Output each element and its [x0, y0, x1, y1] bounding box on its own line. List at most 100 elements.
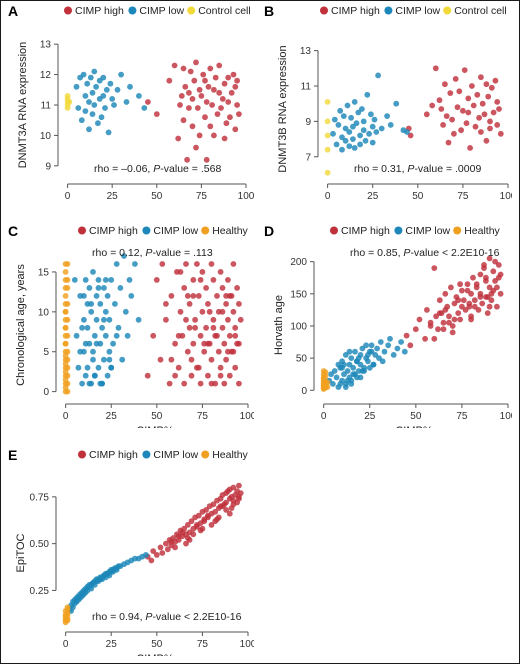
data-point [64, 261, 71, 267]
data-point [102, 105, 108, 111]
data-point [135, 316, 142, 323]
data-point [114, 86, 121, 93]
data-point [86, 380, 93, 387]
legend-swatch [394, 226, 403, 235]
data-point [494, 122, 501, 128]
data-point [186, 105, 192, 111]
data-point [115, 324, 122, 331]
y-tick-label: 100 [290, 321, 307, 332]
data-point [195, 293, 202, 299]
data-point [93, 83, 99, 90]
data-point [442, 81, 448, 88]
data-point [483, 274, 489, 281]
data-point [95, 120, 101, 127]
data-point [454, 104, 461, 111]
data-point [342, 137, 349, 144]
data-point [469, 83, 475, 89]
data-point [369, 139, 376, 146]
data-point [205, 340, 211, 347]
data-point [81, 293, 87, 299]
data-point [71, 600, 78, 607]
data-point [64, 301, 71, 307]
y-tick-label: 50 [296, 354, 308, 365]
data-point [205, 512, 211, 519]
data-point [232, 83, 239, 90]
y-tick-label: 7 [305, 152, 311, 163]
data-point [445, 139, 452, 146]
data-point [64, 380, 71, 387]
stats-annotation: rho = 0.12, P-value = .113 [92, 247, 213, 259]
data-point [451, 316, 458, 323]
data-point [214, 111, 221, 117]
x-tick-label: 100 [240, 639, 254, 650]
data-point [203, 285, 210, 291]
data-point [427, 323, 434, 329]
data-point [122, 308, 129, 315]
data-point [90, 348, 96, 355]
data-point [492, 77, 499, 84]
data-point [483, 137, 490, 144]
data-point [95, 364, 102, 371]
data-point [487, 125, 493, 132]
data-point [225, 348, 231, 355]
data-point [166, 380, 173, 387]
data-point [436, 97, 443, 104]
data-point [225, 316, 231, 323]
data-point [479, 100, 486, 107]
series-cimp-low [66, 552, 149, 614]
data-point [201, 348, 208, 355]
data-point [168, 356, 175, 363]
data-point [496, 106, 502, 112]
y-axis-title: Horvath age [273, 295, 285, 355]
data-point [189, 123, 196, 130]
data-point [223, 120, 230, 127]
data-point [189, 96, 196, 102]
data-point [346, 348, 353, 355]
data-point [476, 114, 482, 121]
data-point [494, 99, 501, 105]
data-point [488, 290, 495, 297]
data-point [102, 308, 109, 315]
data-point [429, 102, 436, 109]
data-point [186, 324, 193, 331]
data-point [203, 156, 210, 163]
y-tick-label: 10 [40, 131, 52, 142]
data-point [79, 324, 85, 331]
data-point [62, 293, 69, 299]
data-point [368, 342, 375, 349]
data-point [117, 285, 124, 291]
legend-label: CIMP low [139, 5, 184, 17]
data-point [188, 356, 195, 363]
y-tick-label: 0 [43, 387, 49, 398]
data-point [79, 593, 85, 599]
data-point [352, 348, 358, 355]
data-point [230, 71, 237, 78]
data-point [82, 93, 89, 99]
legend: CIMP high CIMP low Healthy [330, 225, 501, 237]
data-point [357, 141, 363, 148]
data-point [104, 372, 111, 379]
data-point [468, 316, 474, 323]
data-point [377, 339, 384, 345]
data-point [232, 364, 239, 371]
y-tick-label: 13 [40, 40, 52, 51]
data-point [82, 372, 89, 379]
legend-swatch [142, 450, 151, 459]
y-tick-label: 9 [45, 161, 51, 172]
data-point [236, 482, 242, 489]
data-point [344, 377, 351, 384]
data-point [232, 332, 239, 339]
data-point [109, 96, 116, 102]
data-point [80, 71, 87, 78]
x-tick-label: 0 [63, 411, 69, 422]
data-point [177, 269, 184, 275]
y-tick-label: 0 [301, 386, 307, 397]
data-point [360, 118, 367, 125]
data-point [442, 307, 449, 313]
data-point [208, 356, 215, 363]
legend-label: Control cell [198, 5, 251, 17]
data-point [95, 277, 102, 283]
data-point [90, 356, 96, 363]
data-point [234, 77, 241, 84]
data-point [183, 316, 189, 323]
